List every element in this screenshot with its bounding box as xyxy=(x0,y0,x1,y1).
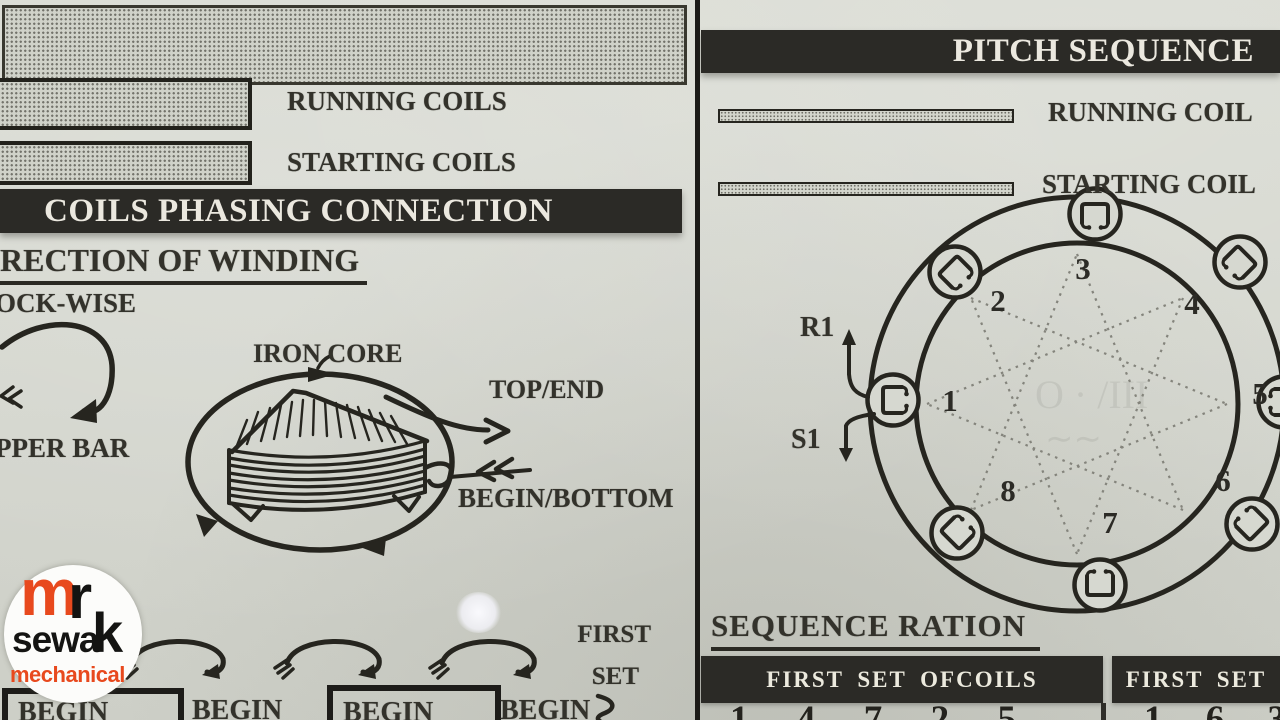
first-set-label-line1: FIRST xyxy=(577,621,651,648)
first-set-curl xyxy=(595,693,615,720)
slot-number-2: 2 xyxy=(990,283,1006,318)
terminal-connectors xyxy=(839,329,876,462)
direction-of-winding-heading: RECTION OF WINDING xyxy=(0,242,368,285)
table-header-first-set: FIRST SET xyxy=(1112,656,1280,703)
table-value: 5 xyxy=(997,699,1017,720)
coils-phasing-banner: COILS PHASING CONNECTION xyxy=(0,189,682,233)
iron-core-sketch xyxy=(185,354,532,556)
running-coil-label-right: RUNNING COIL xyxy=(1048,97,1253,127)
logo-letter-k: k xyxy=(92,601,124,664)
begin-box-2 xyxy=(327,685,501,720)
slot-number-4: 4 xyxy=(1184,286,1200,321)
table-value: 4 xyxy=(796,699,816,720)
rotation-arrow xyxy=(273,639,382,680)
sequence-ration-text: SEQUENCE RATION xyxy=(711,608,1041,651)
starting-coil-label-right: STARTING COIL xyxy=(1042,169,1256,199)
pitch-sequence-circle: O · /III ∼∼ xyxy=(839,186,1280,614)
begin-label-3: BEGIN xyxy=(343,697,434,720)
table-value: 7 xyxy=(863,699,883,720)
starting-coils-swatch xyxy=(0,141,252,185)
starting-coil-swatch-right xyxy=(718,182,1014,196)
top-end-label: TOP/END xyxy=(489,375,605,404)
svg-text:O · /III: O · /III xyxy=(1035,372,1148,417)
clockwise-label: OCK-WISE xyxy=(0,288,137,318)
table-header-first-set-of-coils: FIRST SET OFCOILS xyxy=(701,656,1103,703)
clockwise-arrow xyxy=(0,321,115,423)
table-value: 1 xyxy=(730,699,749,720)
terminal-r1-label: R1 xyxy=(800,312,835,343)
slot-number-1: 1 xyxy=(942,383,958,418)
iron-core-label: IRON CORE xyxy=(253,339,403,368)
page-bleed-ghost: O · /III ∼∼ xyxy=(1035,372,1148,458)
starting-coils-label: STARTING COILS xyxy=(287,147,516,177)
begin-label-1: BEGIN xyxy=(18,697,109,720)
logo-word-mechanical: mechanical xyxy=(10,662,125,687)
panel-divider-line xyxy=(695,0,700,720)
table-row-right-values: 1 6 3 xyxy=(1144,701,1280,720)
channel-logo: m r sewa k mechanical xyxy=(4,559,142,703)
coil-stack xyxy=(227,439,427,504)
slot-number-3: 3 xyxy=(1075,251,1091,286)
terminal-s1-label: S1 xyxy=(791,424,821,455)
begin-label-4: BEGIN xyxy=(500,695,591,720)
pitch-sequence-banner-text: PITCH SEQUENCE xyxy=(952,33,1254,69)
running-coils-swatch xyxy=(0,78,252,130)
core-hatching xyxy=(234,398,409,450)
copper-bar-label: PPER BAR xyxy=(0,433,130,463)
first-set-label-line2: SET xyxy=(591,663,639,690)
logo-letter-m: m xyxy=(20,555,79,629)
logo-word-sewa: sewa xyxy=(12,619,100,660)
table-row-divider xyxy=(1101,703,1106,720)
begin-bottom-label: BEGIN/BOTTOM xyxy=(458,483,674,513)
running-coil-swatch-right xyxy=(718,109,1014,123)
slot-number-6: 6 xyxy=(1215,463,1231,498)
running-coils-label: RUNNING COILS xyxy=(287,86,507,116)
sequence-ration-heading: SEQUENCE RATION xyxy=(711,608,1041,651)
slot-number-5: 5 xyxy=(1252,376,1268,411)
slot-number-8: 8 xyxy=(1000,473,1016,508)
table-row-left-values: 1 4 7 2 5 xyxy=(730,701,1016,720)
pitch-sequence-banner: PITCH SEQUENCE xyxy=(701,30,1280,73)
rotation-arrow xyxy=(428,639,537,680)
table-value: 6 xyxy=(1205,699,1225,720)
table-value: 1 xyxy=(1144,699,1163,720)
direction-of-winding-text: RECTION OF WINDING xyxy=(0,242,368,285)
begin-label-2: BEGIN xyxy=(192,695,283,720)
table-header-right-text: FIRST SET xyxy=(1125,667,1267,692)
pitch-star-lines xyxy=(926,253,1228,555)
camera-glare-spot xyxy=(456,592,501,633)
coil-slots xyxy=(865,186,1280,613)
table-value: 3 xyxy=(1267,699,1280,720)
table-value: 2 xyxy=(930,699,950,720)
logo-letter-r: r xyxy=(68,563,93,632)
color-code-swatch-box xyxy=(2,5,687,85)
slot-number-7: 7 xyxy=(1102,505,1118,540)
table-header-left-text: FIRST SET OFCOILS xyxy=(766,667,1038,692)
coils-phasing-banner-text: COILS PHASING CONNECTION xyxy=(44,193,553,229)
slot-numbers: 1 2 3 4 5 6 7 8 xyxy=(942,251,1268,540)
svg-text:∼∼: ∼∼ xyxy=(1045,421,1102,458)
